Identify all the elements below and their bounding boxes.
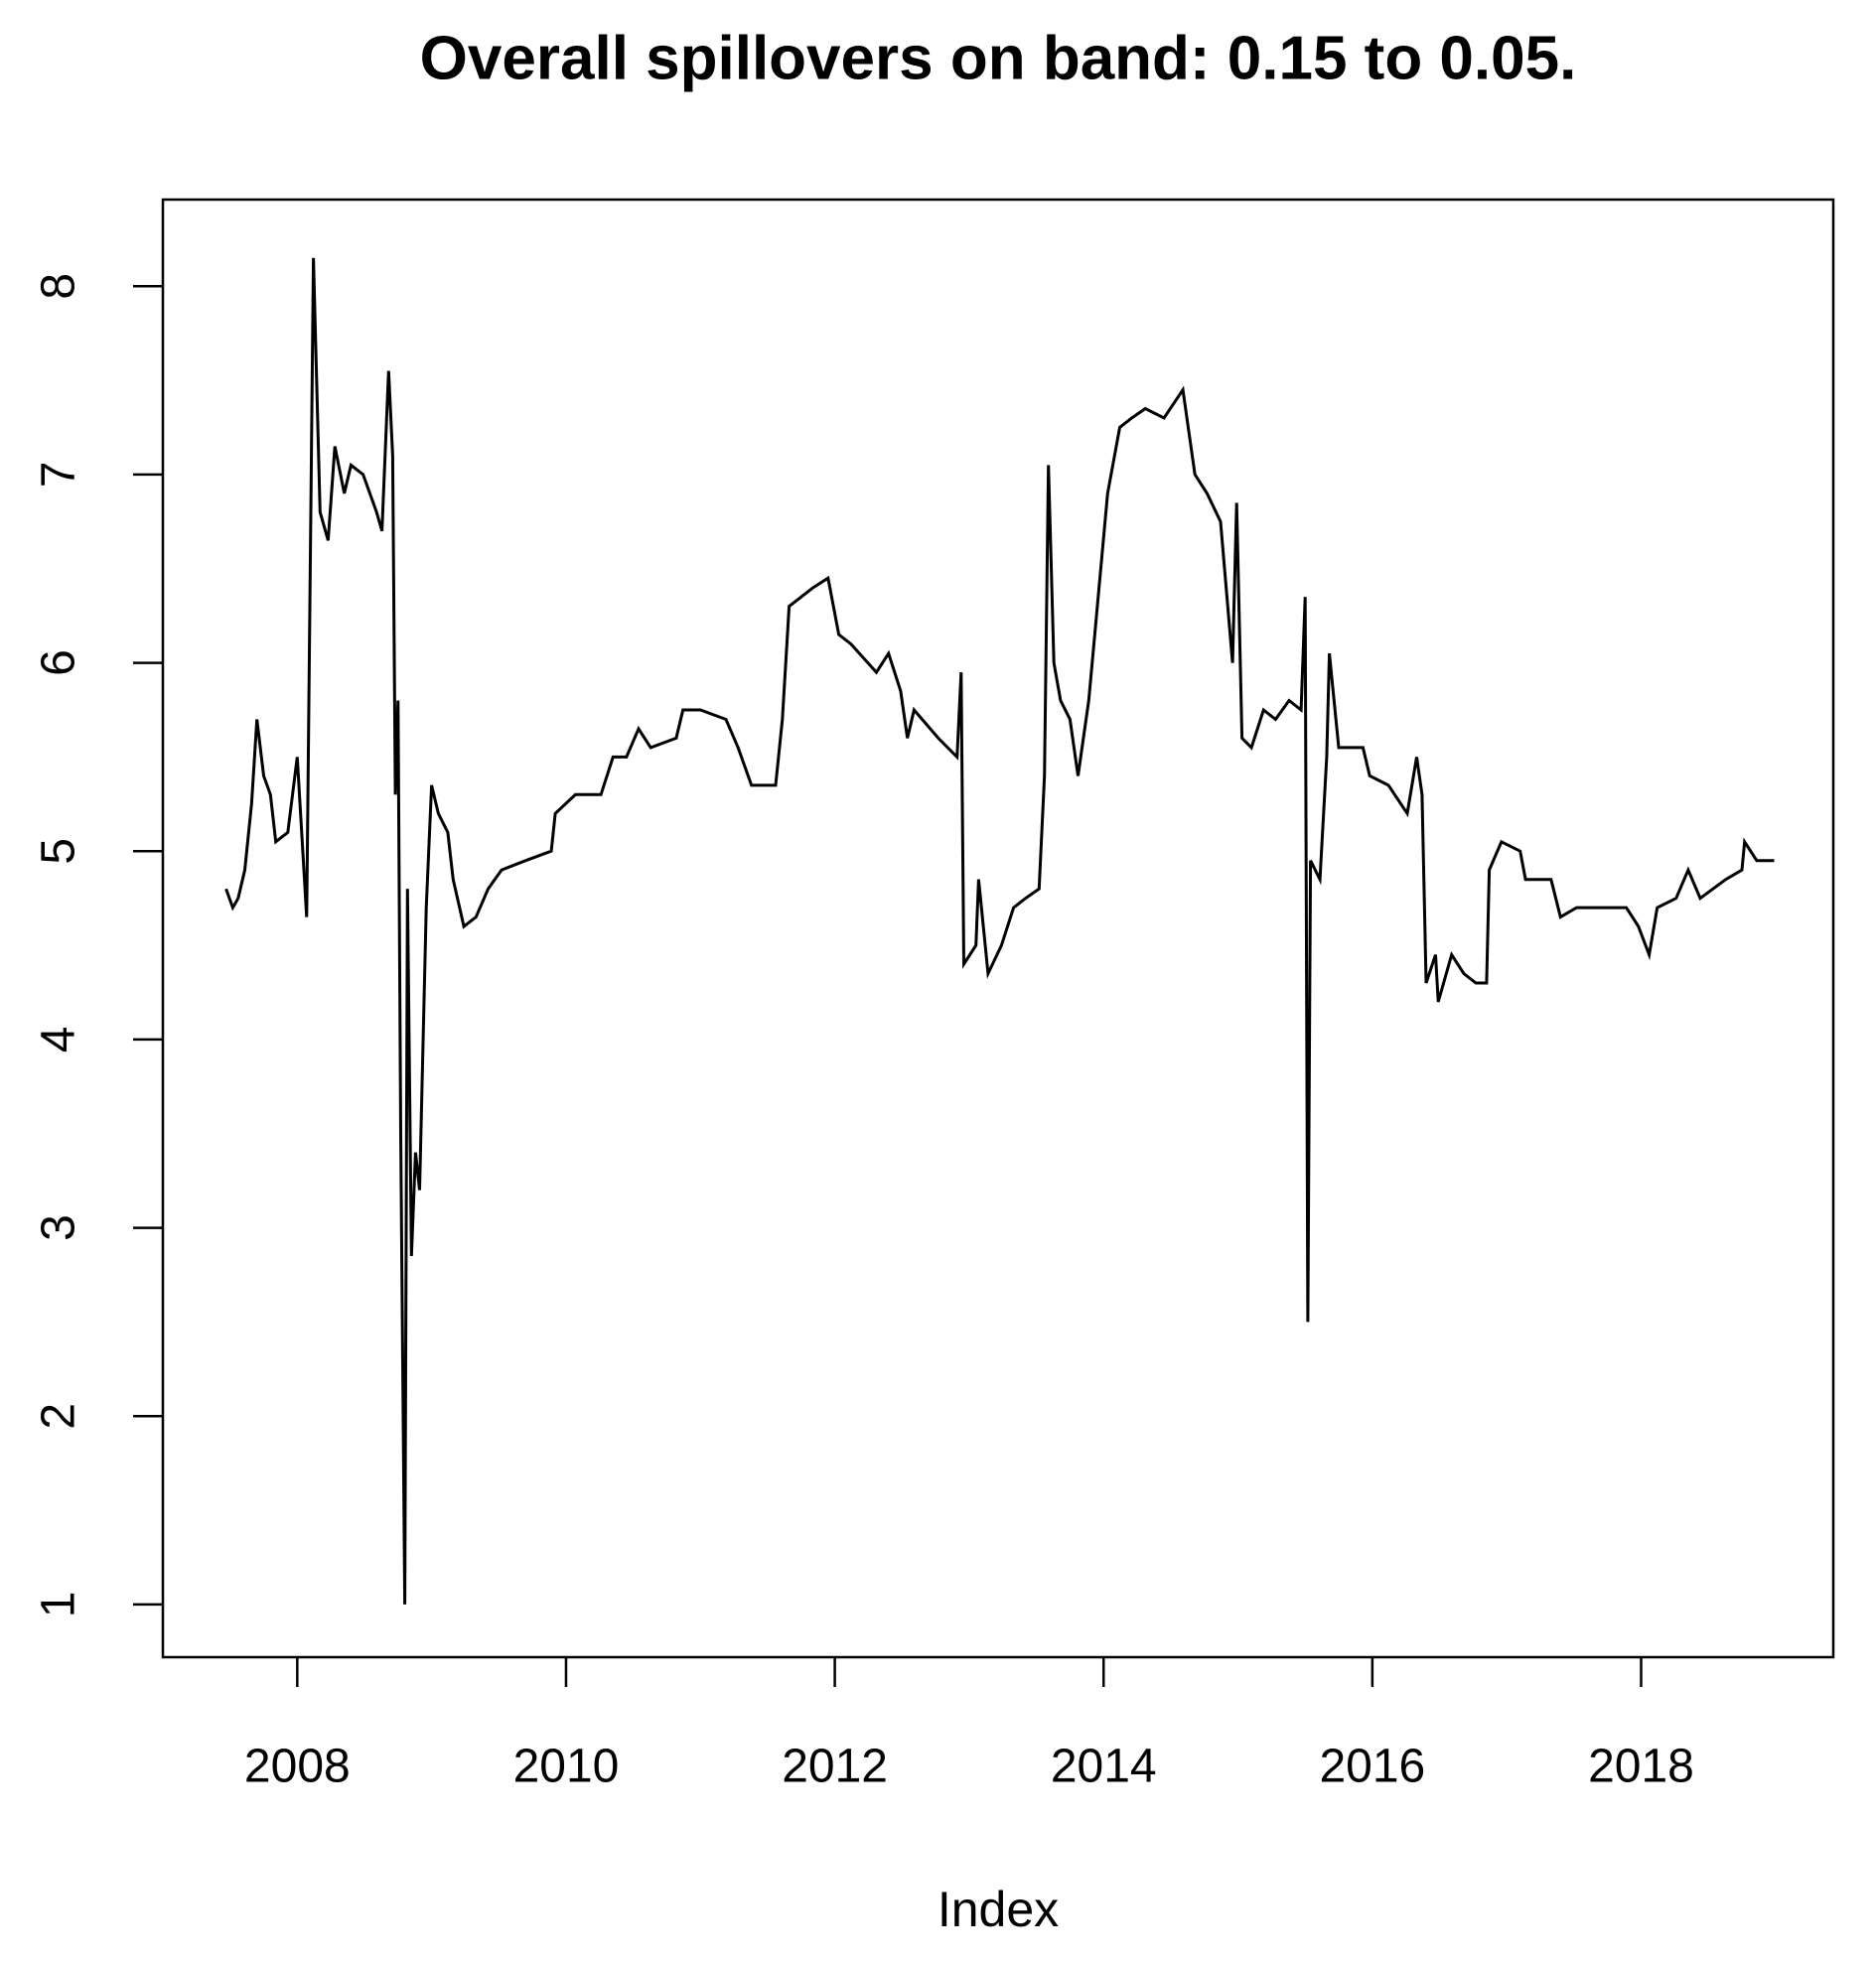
x-tick-label: 2018	[1588, 1741, 1694, 1793]
y-tick-label: 1	[33, 1592, 85, 1618]
data-line	[224, 257, 1775, 1605]
x-tick-label: 2014	[1051, 1741, 1157, 1793]
y-tick-label: 6	[33, 649, 85, 676]
chart-title: Overall spillovers on band: 0.15 to 0.05…	[420, 24, 1577, 92]
x-axis-label: Index	[938, 1882, 1059, 1937]
y-tick-label: 5	[33, 838, 85, 865]
x-tick-label: 2016	[1319, 1741, 1425, 1793]
y-tick-label: 4	[33, 1027, 85, 1053]
x-tick-label: 2008	[244, 1741, 351, 1793]
y-tick-label: 2	[33, 1403, 85, 1430]
plot-frame	[161, 198, 1835, 1659]
y-tick-label: 3	[33, 1214, 85, 1241]
x-tick-label: 2012	[782, 1741, 888, 1793]
y-tick-label: 8	[33, 273, 85, 300]
y-tick-label: 7	[33, 462, 85, 489]
x-tick-label: 2010	[513, 1741, 620, 1793]
